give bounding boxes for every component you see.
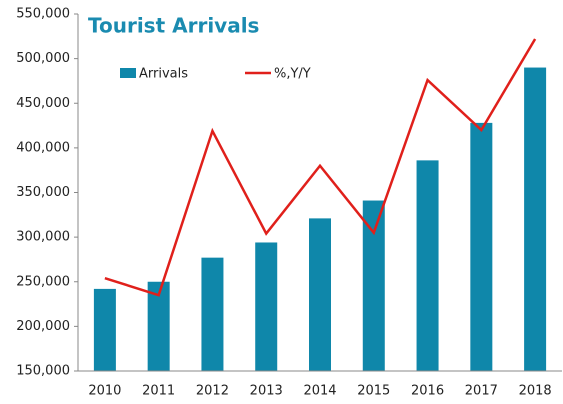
y-tick-label: 500,000 bbox=[16, 51, 70, 66]
y-tick-label: 150,000 bbox=[16, 364, 70, 379]
x-tick-label: 2016 bbox=[411, 384, 444, 399]
x-tick-label: 2015 bbox=[357, 384, 390, 399]
bar bbox=[524, 67, 547, 372]
legend-label: %,Y/Y bbox=[274, 67, 311, 82]
y-tick-label: 250,000 bbox=[16, 274, 70, 289]
bar bbox=[416, 160, 439, 371]
y-tick-label: 400,000 bbox=[16, 140, 70, 155]
bar bbox=[470, 122, 493, 371]
y-tick-label: 450,000 bbox=[16, 96, 70, 111]
line bbox=[104, 38, 537, 297]
x-tick-label: 2012 bbox=[196, 384, 229, 399]
bar bbox=[93, 288, 116, 371]
chart-title: Tourist Arrivals bbox=[88, 14, 259, 38]
x-tick-label: 2018 bbox=[519, 384, 552, 399]
y-tick-label: 300,000 bbox=[16, 230, 70, 245]
bar bbox=[201, 257, 224, 371]
x-tick-label: 2014 bbox=[303, 384, 336, 399]
bar bbox=[255, 242, 278, 371]
x-tick-label: 2017 bbox=[465, 384, 498, 399]
y-tick-label: 200,000 bbox=[16, 319, 70, 334]
y-tick-label: 550,000 bbox=[16, 7, 70, 22]
bar bbox=[147, 281, 170, 371]
y-tick-label: 350,000 bbox=[16, 185, 70, 200]
legend-swatch bbox=[120, 68, 136, 78]
bar bbox=[309, 218, 331, 371]
bar bbox=[362, 200, 385, 371]
x-tick-label: 2013 bbox=[250, 384, 283, 399]
legend-label: Arrivals bbox=[139, 67, 188, 82]
x-tick-label: 2010 bbox=[88, 384, 121, 399]
x-tick-label: 2011 bbox=[142, 384, 175, 399]
